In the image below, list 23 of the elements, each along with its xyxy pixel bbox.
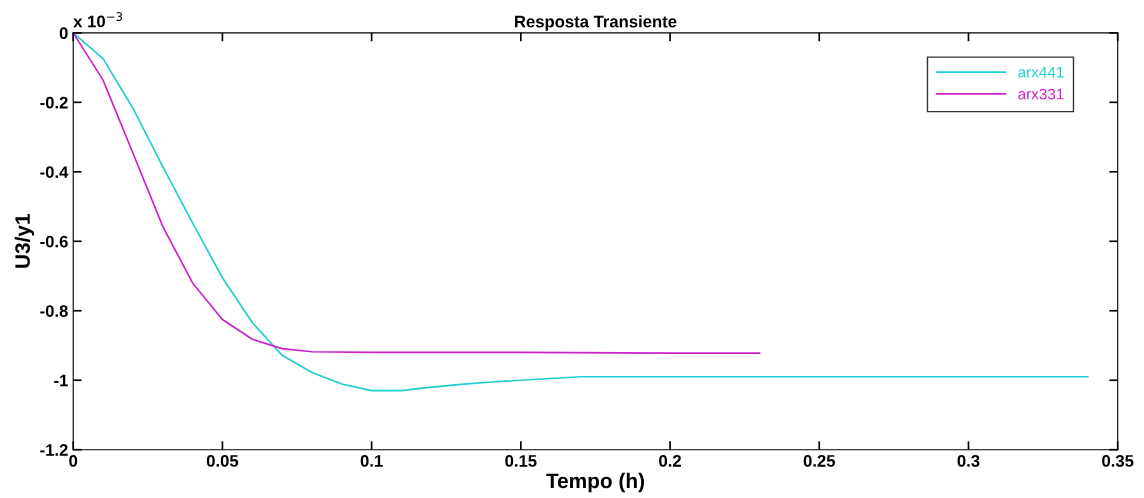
x-axis-title: Tempo (h) bbox=[546, 472, 644, 493]
x-tick-label: 0.25 bbox=[803, 455, 836, 467]
x-tick-label: 0.15 bbox=[505, 455, 537, 467]
legend-label: arx331 bbox=[1018, 88, 1064, 100]
y-tick-label: -0.2 bbox=[40, 96, 68, 109]
y-axis-title: U3/y1 bbox=[14, 214, 35, 268]
x-tick-label: 0.2 bbox=[659, 455, 681, 467]
x-tick-label: 0.3 bbox=[957, 455, 980, 467]
x-tick-label: 0 bbox=[69, 455, 78, 467]
line-series bbox=[73, 32, 761, 354]
legend-label: arx441 bbox=[1018, 66, 1064, 78]
text: x 10$^{−3}$ bbox=[73, 12, 123, 28]
x-tick-label: 0.35 bbox=[1102, 455, 1134, 467]
chart-title: Resposta Transiente bbox=[515, 15, 677, 31]
y-tick-label: 0 bbox=[59, 27, 68, 40]
y-tick-label: -0.6 bbox=[40, 235, 68, 248]
y-tick-label: -0.4 bbox=[40, 166, 69, 179]
y-tick-label: -0.8 bbox=[40, 305, 68, 317]
line-series bbox=[73, 32, 1089, 392]
x-tick-label: 0.1 bbox=[360, 455, 383, 467]
x-tick-label: 0.05 bbox=[206, 455, 239, 467]
y-tick-label: -1 bbox=[54, 374, 68, 387]
y-tick-label: -1.2 bbox=[40, 444, 68, 456]
